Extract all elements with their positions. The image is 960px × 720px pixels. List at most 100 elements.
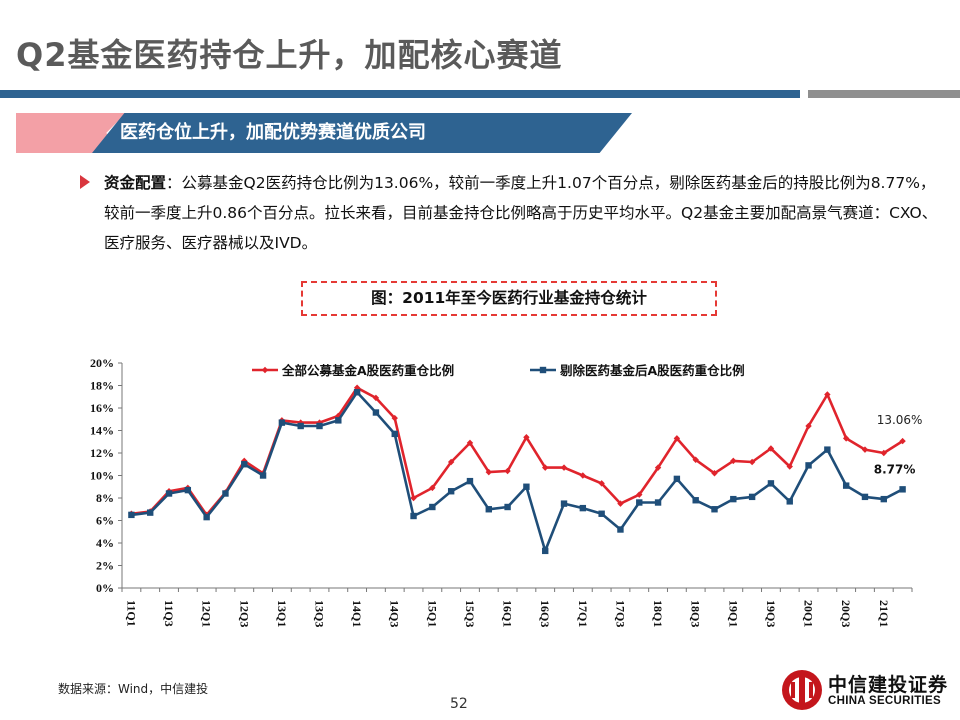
logo-text-cn: 中信建投证券 (828, 674, 949, 696)
series-2-point (767, 480, 775, 487)
bullet-arrow-icon (80, 175, 90, 189)
x-tick-label: 20Q1 (802, 600, 816, 627)
x-tick-label: 13Q3 (313, 600, 327, 627)
x-tick-label: 16Q1 (501, 600, 515, 627)
series-1-point (372, 394, 380, 402)
series-1-point (842, 435, 850, 442)
y-tick-label: 0% (96, 581, 114, 595)
x-tick-label: 13Q1 (275, 600, 289, 627)
page-number: 52 (450, 696, 468, 712)
header-divider-gray (808, 90, 960, 98)
series-2-point (429, 503, 436, 511)
y-tick-label: 6% (96, 514, 114, 528)
series-1-point (730, 457, 737, 465)
series-1-point (636, 491, 643, 498)
series-2-point (692, 497, 699, 504)
holdings-line-chart: 0% 2% 4% 6% 8% 10% 12% 14% 16% 18% 20% 11Q1 11Q3 12Q1… (90, 356, 923, 627)
series-1-point (673, 435, 681, 442)
series-2-point (335, 417, 342, 424)
series-1-point (692, 456, 699, 463)
legend-marker-1 (261, 366, 269, 374)
series-1-point (748, 458, 756, 466)
series-2-point (542, 547, 549, 555)
series-1-point (805, 422, 812, 430)
series-1-point (466, 439, 474, 447)
y-tick-label: 12% (90, 446, 114, 460)
series-1-point (861, 446, 869, 453)
x-tick-label: 15Q3 (463, 600, 477, 627)
series-2-point (861, 493, 869, 501)
series-1-point (485, 468, 492, 476)
x-tick-label: 18Q3 (689, 600, 703, 627)
series-1-point (711, 470, 718, 477)
y-tick-label: 4% (96, 536, 114, 550)
x-tick-label: 11Q3 (162, 600, 176, 627)
series-1-point (447, 458, 455, 466)
x-tick-label: 17Q3 (613, 600, 627, 627)
bullet-text: ：公募基金Q2医药持仓比例为13.06%，较前一季度上升1.07个百分点，剔除医… (104, 174, 938, 252)
header-divider-blue (0, 90, 800, 98)
series-2-point (241, 461, 248, 468)
series-1-point (654, 464, 662, 471)
banner-background (92, 113, 632, 153)
series-1-point (429, 484, 436, 492)
series-line-2 (131, 390, 904, 553)
series-1-point (410, 494, 417, 502)
legend-label-1: 全部公募基金A股医药重仓比例 (281, 363, 454, 378)
figure-caption: 图：2011年至今医药行业基金持仓统计 (301, 281, 717, 316)
series-1-point (504, 467, 511, 475)
series-1-point (767, 445, 775, 452)
bullet-lead: 资金配置 (104, 174, 167, 192)
x-tick-label: 11Q1 (124, 600, 138, 627)
series-2-point (786, 498, 793, 505)
series-2-point (372, 409, 380, 416)
series-2-point (203, 513, 210, 521)
x-tick-label: 18Q1 (651, 600, 665, 627)
series-2-point (391, 430, 398, 438)
series-1-point (523, 434, 530, 441)
series-2-point (222, 490, 229, 497)
series-1-point (824, 391, 831, 398)
annotation-total: 13.06% (877, 413, 923, 427)
logo-text-en: CHINA SECURITIES (828, 695, 941, 707)
series-2-point (711, 506, 718, 513)
series-2-point (899, 486, 906, 493)
logo-emblem-icon (782, 670, 822, 710)
series-2-point (297, 422, 304, 430)
section-banner: 医药仓位上升，加配优势赛道优质公司 (120, 122, 426, 143)
series-2-point (410, 512, 417, 520)
y-tick-label: 8% (96, 491, 114, 505)
x-tick-label: 20Q3 (839, 600, 853, 627)
x-tick-label: 12Q3 (237, 600, 251, 627)
y-tick-label: 20% (90, 356, 114, 370)
y-tick-label: 2% (96, 559, 114, 573)
x-tick-label: 17Q1 (576, 600, 590, 627)
series-1-point (786, 463, 793, 470)
series-2-point (842, 482, 850, 489)
series-2-point (278, 419, 286, 426)
series-2-point (654, 499, 662, 506)
x-tick-label: 19Q1 (726, 600, 740, 627)
x-tick-label: 14Q1 (350, 600, 364, 627)
series-1-point (617, 500, 624, 507)
series-1-point (579, 472, 587, 479)
series-1-point (542, 464, 549, 471)
company-logo: 中信建投证券 CHINA SECURITIES (780, 668, 950, 712)
series-2-point (128, 511, 135, 519)
series-1-point (899, 437, 906, 445)
series-2-point (466, 477, 474, 485)
series-2-point (165, 490, 173, 497)
series-2-point (598, 510, 605, 517)
series-1-point (316, 419, 323, 426)
x-tick-label: 15Q1 (425, 600, 439, 627)
series-2-point (824, 446, 831, 453)
series-2-point (353, 389, 361, 396)
series-line-1 (131, 386, 904, 517)
series-2-point (523, 483, 530, 490)
x-tick-label: 14Q3 (388, 600, 402, 627)
y-tick-label: 14% (90, 424, 114, 438)
series-1-point (353, 384, 361, 391)
legend-marker-2 (539, 366, 547, 374)
series-2-point (617, 526, 624, 533)
y-tick-label: 18% (90, 379, 114, 393)
